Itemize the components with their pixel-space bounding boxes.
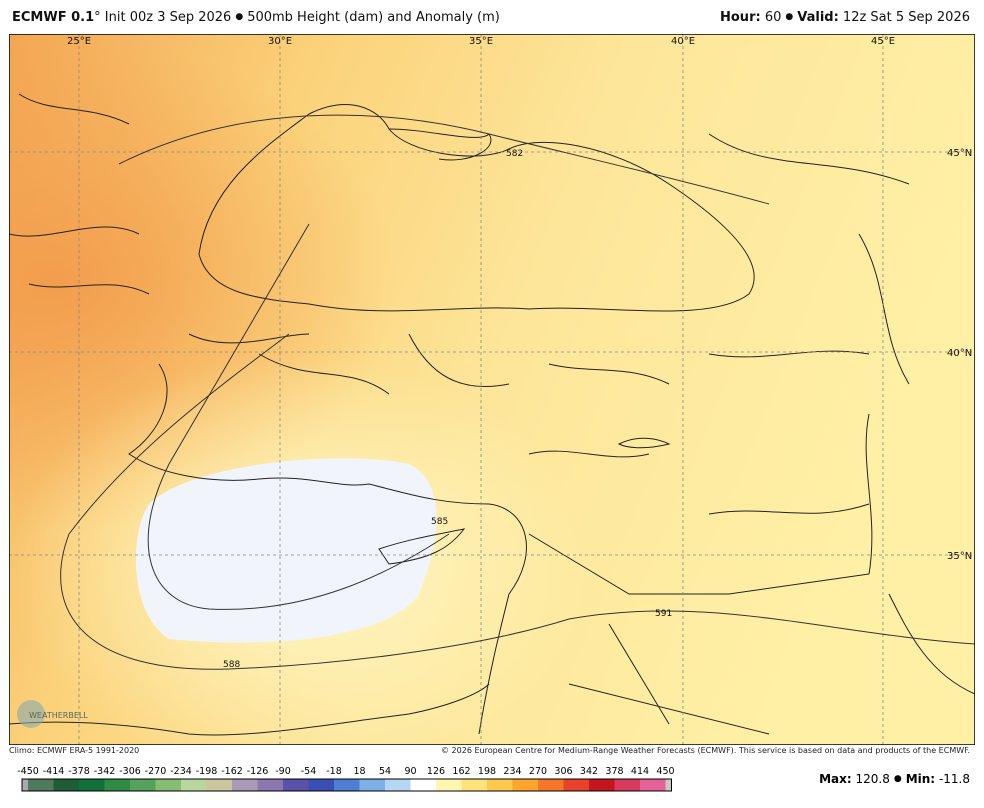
- contour-label: 585: [431, 517, 448, 527]
- colorbar-tick-label: -378: [68, 766, 90, 777]
- model: ECMWF 0.1: [12, 10, 95, 25]
- colorbar-tick-label: -90: [275, 766, 291, 777]
- logo-text: WEATHERBELL: [29, 711, 88, 720]
- colorbar-swatch: [79, 779, 105, 791]
- colorbar-swatch: [487, 779, 513, 791]
- lon-label: 25°E: [67, 36, 91, 47]
- product: 500mb Height (dam) and Anomaly (m): [247, 10, 500, 25]
- colorbar-swatch: [181, 779, 207, 791]
- colorbar-swatch: [359, 779, 385, 791]
- colorbar-tick-label: 378: [605, 766, 623, 777]
- colorbar-tick-label: -450: [17, 766, 39, 777]
- colorbar-tick-label: -306: [119, 766, 141, 777]
- min-label: Min:: [905, 772, 936, 786]
- colorbar-frame: [21, 778, 672, 792]
- colorbar-tick-label: 306: [554, 766, 572, 777]
- map: 25°E 30°E 35°E 40°E 45°E 45°N 40°N 35°N 582 585 58…: [9, 34, 975, 745]
- lon-label: 35°E: [469, 36, 493, 47]
- colorbar-swatch: [308, 779, 334, 791]
- colorbar-tick-label: -198: [196, 766, 218, 777]
- colorbar-swatch: [563, 779, 589, 791]
- graticule: [9, 34, 975, 745]
- colorbar-tick-label: 450: [656, 766, 674, 777]
- title: ECMWF 0.1° Init 00z 3 Sep 2026 500mb Heig…: [12, 10, 500, 25]
- colorbar-tick-label: 234: [503, 766, 521, 777]
- contour-label: 588: [223, 660, 240, 670]
- logo: WEATHERBELL: [17, 700, 88, 728]
- colorbar-swatch: [385, 779, 411, 791]
- colorbar-swatch: [257, 779, 283, 791]
- valid-label: Valid:: [797, 10, 839, 25]
- colorbar-tick-label: 414: [631, 766, 649, 777]
- stats: Max: 120.8 Min: -11.8: [819, 772, 970, 786]
- climo: Climo: ECMWF ERA-5 1991-2020: [9, 746, 140, 755]
- colorbar-tick-label: -18: [326, 766, 342, 777]
- colorbar-swatch: [461, 779, 487, 791]
- colorbar-tick-label: -54: [301, 766, 317, 777]
- colorbar-swatch: [512, 779, 538, 791]
- colorbar-tick-label: 126: [427, 766, 445, 777]
- hour-label: Hour:: [720, 10, 761, 25]
- colorbar-tick-label: -162: [221, 766, 243, 777]
- colorbar-tick-label: 18: [353, 766, 365, 777]
- colorbar-swatch: [53, 779, 79, 791]
- colorbar-tick-label: -414: [43, 766, 65, 777]
- hour: 60: [764, 10, 782, 25]
- colorbar-swatch: [283, 779, 309, 791]
- colorbar-swatch: [155, 779, 181, 791]
- colorbar: -450 -414 -378 -342 -306 -270 -234 -198 -162 -126…: [17, 766, 675, 792]
- colorbar-swatch: [206, 779, 232, 791]
- copyright: © 2026 European Centre for Medium-Range …: [441, 746, 970, 755]
- lat-label: 35°N: [947, 551, 972, 562]
- contour-label: 582: [506, 149, 523, 159]
- colorbar-tick-label: 198: [478, 766, 496, 777]
- contours: [60, 114, 975, 670]
- lon-label: 45°E: [871, 36, 895, 47]
- valid-time: Hour: 60 Valid: 12z Sat 5 Sep 2026: [720, 10, 970, 25]
- max: 120.8: [855, 772, 890, 786]
- colorbar-swatch: [28, 779, 54, 791]
- colorbar-tick-label: -342: [94, 766, 116, 777]
- colorbar-swatch: [410, 779, 436, 791]
- colorbar-tick-label: 54: [379, 766, 391, 777]
- colorbar-swatch: [614, 779, 640, 791]
- colorbar-end: [665, 779, 672, 791]
- max-label: Max:: [819, 772, 852, 786]
- colorbar-swatch: [640, 779, 666, 791]
- colorbar-tick-label: 90: [404, 766, 416, 777]
- colorbar-swatch: [334, 779, 360, 791]
- colorbar-tick-label: -234: [170, 766, 192, 777]
- colorbar-end: [22, 779, 28, 791]
- colorbar-swatch: [538, 779, 564, 791]
- colorbar-tick-label: -126: [247, 766, 269, 777]
- colorbar-swatch: [232, 779, 258, 791]
- colorbar-swatch: [130, 779, 156, 791]
- colorbar-tick-label: 270: [529, 766, 547, 777]
- colorbar-tick-label: -270: [145, 766, 167, 777]
- lon-label: 30°E: [268, 36, 292, 47]
- lat-label: 45°N: [947, 148, 972, 159]
- coastlines: [9, 93, 975, 736]
- colorbar-swatch: [436, 779, 462, 791]
- degree: °: [94, 10, 101, 25]
- low-anomaly: [135, 458, 437, 643]
- colorbar-swatch: [104, 779, 130, 791]
- min: -11.8: [938, 772, 970, 786]
- contour-label: 591: [655, 609, 672, 619]
- valid: 12z Sat 5 Sep 2026: [842, 10, 970, 25]
- lon-label: 40°E: [671, 36, 695, 47]
- init: Init 00z 3 Sep 2026: [104, 10, 232, 25]
- lat-label: 40°N: [947, 348, 972, 359]
- colorbar-tick-label: 162: [452, 766, 470, 777]
- colorbar-swatch: [589, 779, 615, 791]
- colorbar-tick-label: 342: [580, 766, 598, 777]
